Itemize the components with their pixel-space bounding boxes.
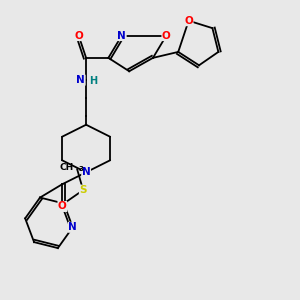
Text: S: S	[80, 185, 87, 195]
Text: O: O	[74, 31, 83, 40]
Text: O: O	[184, 16, 193, 26]
Text: O: O	[162, 31, 171, 40]
Text: CH: CH	[60, 163, 74, 172]
Text: H: H	[89, 76, 98, 86]
Text: 3: 3	[78, 166, 83, 172]
Text: N: N	[76, 75, 85, 85]
Text: O: O	[58, 202, 67, 212]
Text: N: N	[117, 31, 126, 40]
Text: N: N	[82, 167, 91, 177]
Text: N: N	[68, 222, 77, 232]
